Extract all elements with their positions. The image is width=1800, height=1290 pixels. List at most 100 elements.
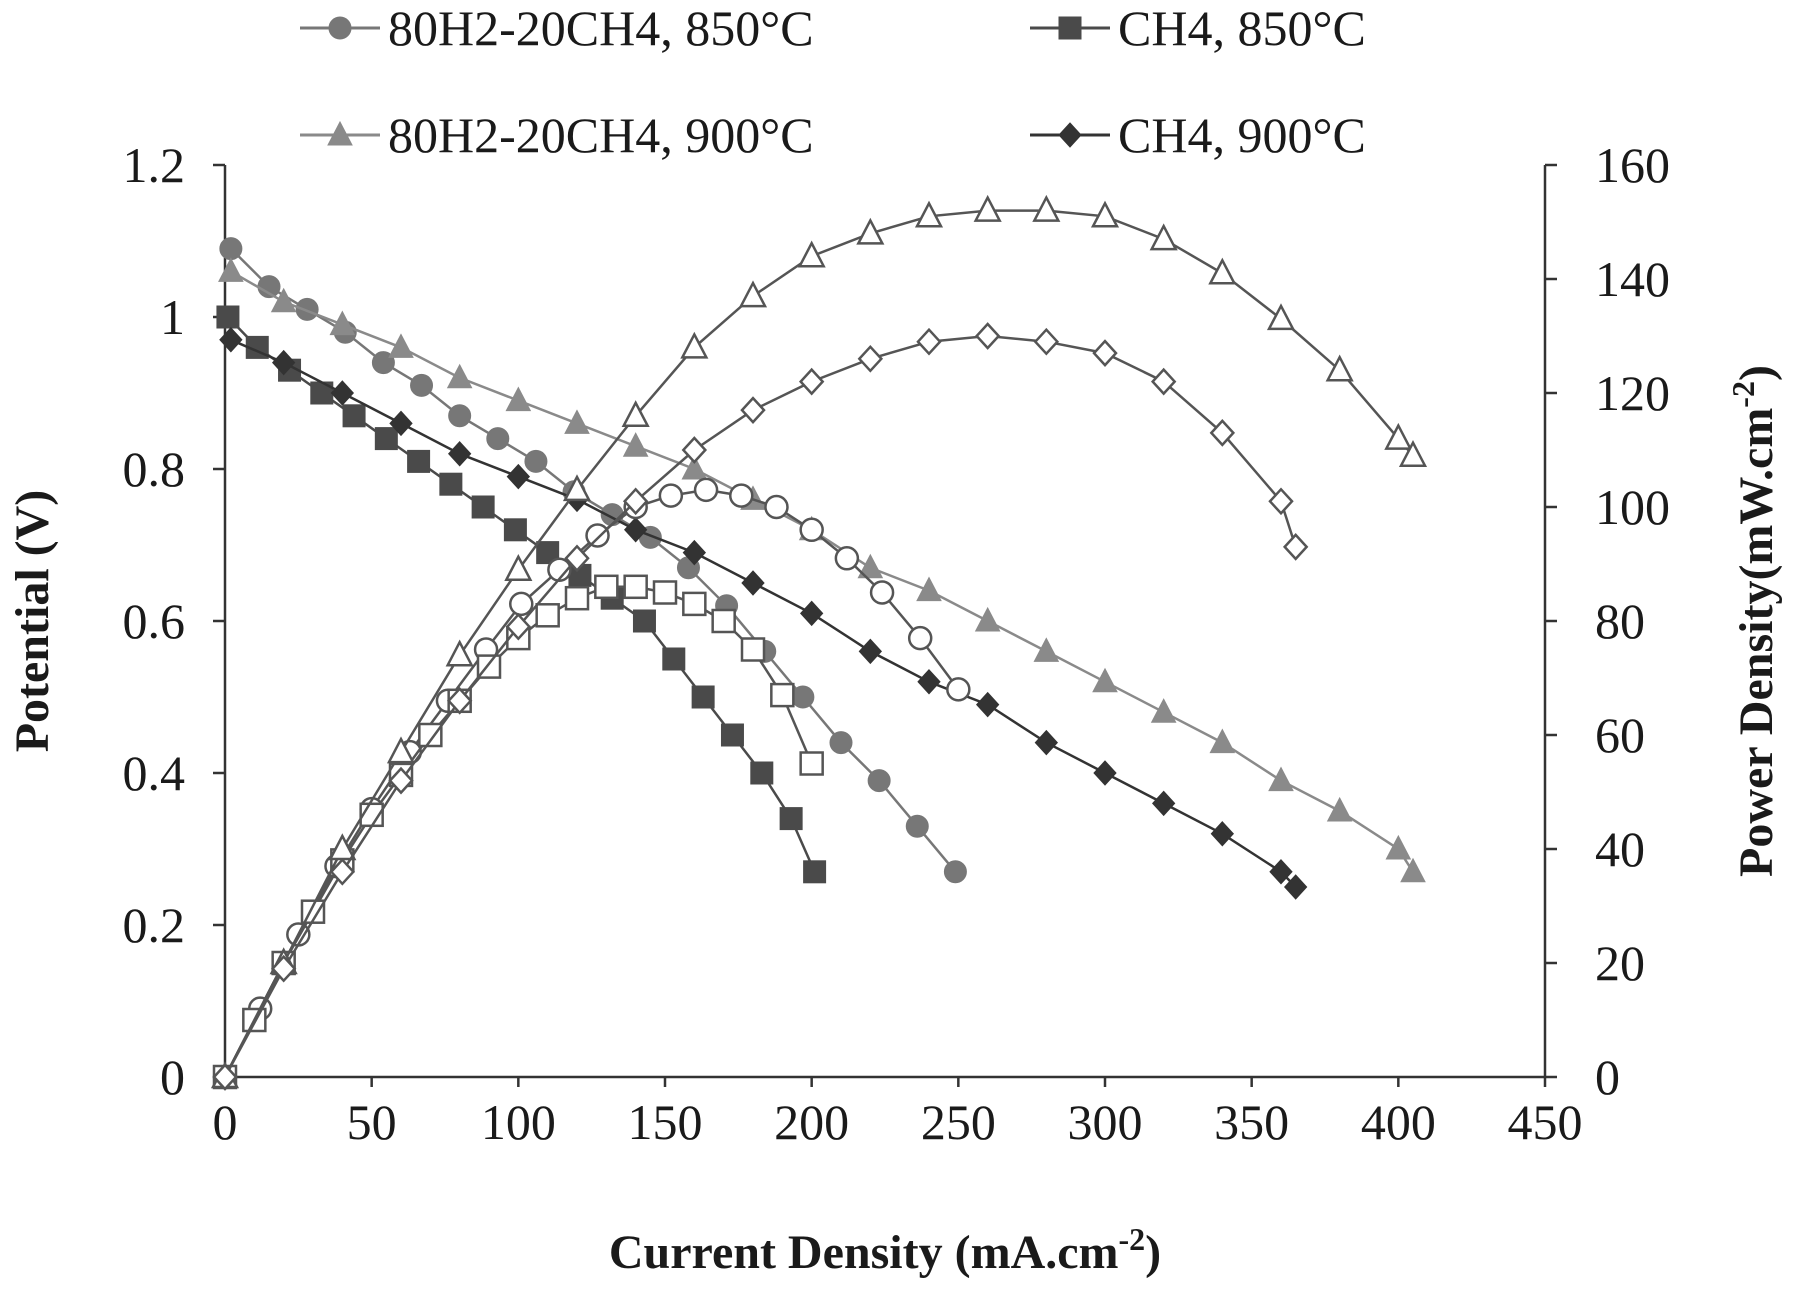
data-point	[524, 449, 548, 473]
data-point	[506, 463, 531, 490]
data-point	[693, 477, 719, 503]
data-point	[914, 200, 944, 228]
data-point	[388, 766, 414, 795]
data-point	[974, 606, 1001, 632]
x-tick-label: 300	[1068, 1094, 1143, 1150]
y2-ticks: 0 20 40 60 80 100 120 140 160	[1545, 137, 1670, 1105]
data-point	[907, 625, 933, 651]
data-point	[711, 608, 736, 634]
legend-marker	[1058, 122, 1082, 148]
data-point	[407, 449, 431, 473]
data-point	[1033, 327, 1060, 356]
legend-label: CH4, 850°C	[1118, 0, 1366, 56]
legend-marker	[328, 16, 352, 40]
data-point	[946, 677, 971, 702]
data-point	[505, 386, 532, 412]
data-point	[562, 474, 592, 502]
data-point	[471, 495, 495, 519]
data-point	[740, 396, 766, 424]
data-point	[621, 400, 650, 428]
data-point	[857, 344, 884, 373]
y-tick-label: 0.4	[123, 745, 186, 801]
series-3	[219, 327, 1308, 900]
data-point	[622, 432, 649, 457]
data-point	[447, 441, 472, 467]
data-point	[295, 297, 319, 321]
data-point	[1385, 834, 1412, 860]
data-point	[585, 523, 610, 548]
data-point	[270, 287, 297, 313]
y2-tick-label: 100	[1595, 479, 1670, 535]
data-point	[681, 454, 708, 480]
x-ticks: 0 50 100 150 200 250 300 350 400 450	[213, 1077, 1583, 1150]
data-point	[798, 367, 825, 396]
legend-label: 80H2-20CH4, 900°C	[388, 107, 814, 163]
data-point	[594, 574, 619, 600]
x-tick-label: 100	[481, 1094, 556, 1150]
data-point	[1282, 533, 1309, 561]
data-point	[799, 600, 824, 627]
x-axis-title: Current Density (mA.cm-2)	[609, 1221, 1161, 1279]
data-point	[564, 409, 590, 434]
data-point	[973, 194, 1002, 222]
data-point	[1398, 439, 1428, 467]
x-tick-label: 150	[628, 1094, 703, 1150]
data-point	[623, 574, 648, 600]
data-point	[446, 686, 473, 715]
legend-marker	[327, 120, 353, 146]
legend-marker	[1058, 16, 1082, 40]
data-point	[682, 591, 707, 617]
data-point	[1208, 257, 1237, 285]
series-4	[212, 477, 971, 1090]
data-point	[662, 647, 686, 671]
data-point	[410, 373, 434, 397]
data-point	[905, 814, 929, 838]
x-tick-label: 0	[213, 1094, 238, 1150]
y2-tick-label: 140	[1595, 251, 1670, 307]
data-point	[535, 603, 560, 628]
data-point	[681, 436, 708, 464]
data-point	[1150, 367, 1177, 396]
data-point	[1032, 194, 1061, 222]
data-point	[1400, 857, 1426, 883]
data-point	[503, 518, 527, 542]
data-point	[564, 544, 590, 573]
data-point	[1268, 487, 1294, 516]
y2-tick-label: 20	[1595, 935, 1645, 991]
data-point	[1151, 790, 1176, 817]
data-point	[388, 333, 414, 358]
data-point	[218, 257, 244, 282]
data-point	[330, 380, 355, 406]
legend-entry: CH4, 900°C	[1030, 107, 1366, 163]
x-tick-label: 350	[1214, 1094, 1289, 1150]
data-point	[779, 807, 803, 831]
data-point	[858, 638, 883, 665]
data-point	[329, 857, 356, 886]
y-tick-label: 1	[160, 289, 185, 345]
data-point	[770, 682, 795, 708]
data-point	[741, 570, 765, 596]
y-tick-label: 0.6	[123, 593, 186, 649]
data-point	[869, 580, 895, 605]
series-1	[216, 305, 827, 884]
data-point	[916, 327, 942, 356]
legend-entry: 80H2-20CH4, 850°C	[300, 0, 814, 56]
data-point	[764, 494, 789, 520]
series-line	[223, 209, 1414, 1078]
data-point	[1266, 303, 1296, 331]
data-point	[445, 639, 474, 667]
series-7	[212, 322, 1309, 1091]
legend-label: CH4, 900°C	[1118, 107, 1366, 163]
data-point	[509, 591, 534, 617]
data-point	[418, 722, 443, 748]
data-point	[1090, 200, 1120, 228]
y-ticks: 0 0.2 0.4 0.6 0.8 1 1.2	[123, 137, 225, 1105]
data-point	[1210, 821, 1235, 847]
data-point	[750, 761, 774, 785]
data-point	[834, 546, 860, 571]
data-point	[1150, 698, 1177, 723]
data-point	[691, 685, 715, 709]
series-line	[223, 488, 960, 1078]
data-point	[797, 240, 826, 268]
